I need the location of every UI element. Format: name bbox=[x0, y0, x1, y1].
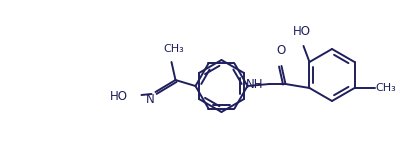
Text: HO: HO bbox=[292, 25, 310, 38]
Text: CH₃: CH₃ bbox=[163, 44, 184, 54]
Text: NH: NH bbox=[246, 78, 264, 91]
Text: HO: HO bbox=[109, 89, 127, 102]
Text: CH₃: CH₃ bbox=[375, 83, 396, 93]
Text: N: N bbox=[146, 93, 155, 106]
Text: O: O bbox=[277, 44, 286, 57]
